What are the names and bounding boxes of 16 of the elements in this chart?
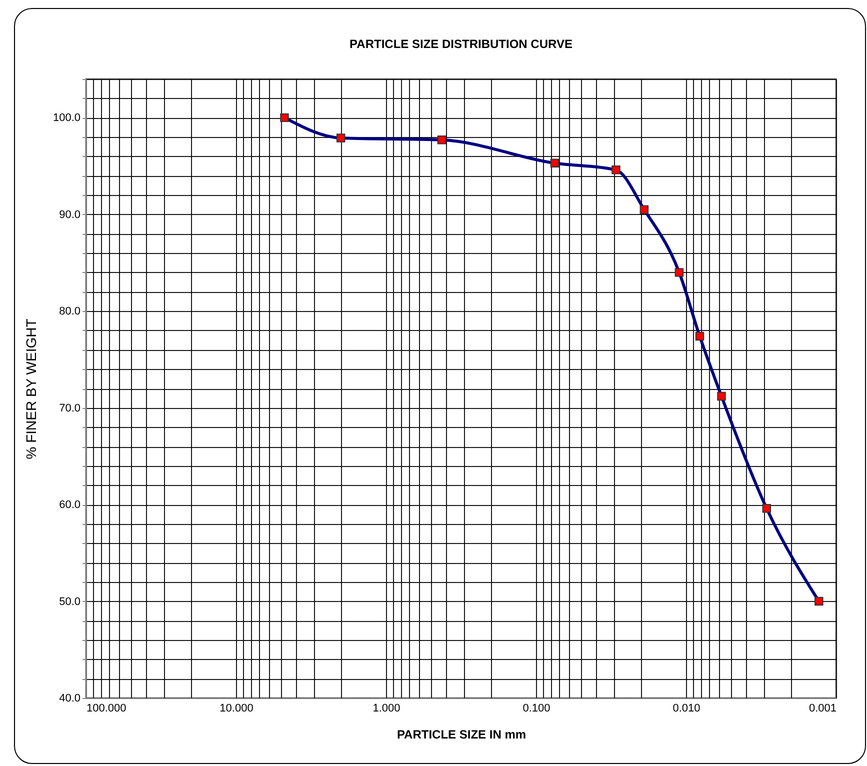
- y-axis-title: % FINER BY WEIGHT: [22, 318, 39, 460]
- y-tick-label: 60.0: [59, 499, 80, 512]
- y-tick-label: 50.0: [59, 596, 80, 608]
- x-axis-title: PARTICLE SIZE IN mm: [396, 728, 526, 742]
- x-tick-label: 100.000: [86, 702, 126, 714]
- y-tick-label: 100.0: [52, 112, 80, 124]
- x-tick-label: 1.000: [372, 702, 400, 714]
- y-tick-label: 70.0: [59, 402, 80, 414]
- x-tick-label: 10.000: [220, 702, 254, 714]
- y-tick-label: 40.0: [59, 692, 80, 704]
- x-tick-label: 0.010: [672, 702, 700, 714]
- x-tick-label: 0.100: [522, 702, 550, 714]
- y-tick-label: 90.0: [59, 208, 80, 221]
- y-tick-label: 80.0: [59, 306, 80, 318]
- x-tick-label: 0.001: [808, 702, 836, 714]
- chart-title: PARTICLE SIZE DISTRIBUTION CURVE: [350, 37, 572, 51]
